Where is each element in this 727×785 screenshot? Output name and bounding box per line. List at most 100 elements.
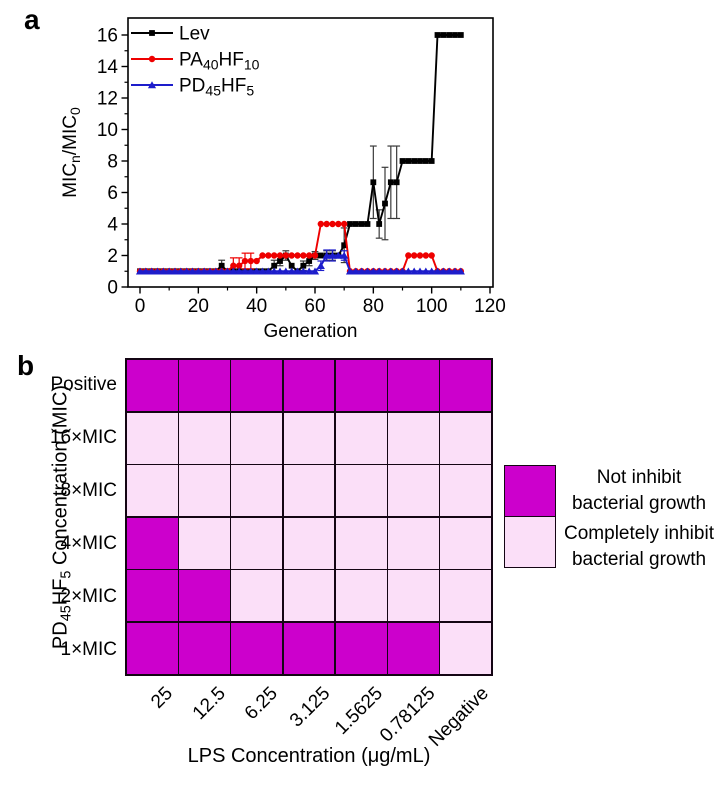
row-label-5: 1×MIC xyxy=(60,638,118,660)
data-point xyxy=(306,258,313,264)
heatmap-cell-r1c2 xyxy=(231,412,283,464)
panel-a-label: a xyxy=(24,4,40,35)
data-point xyxy=(271,262,278,269)
data-point xyxy=(380,267,390,275)
data-point xyxy=(230,262,237,269)
data-point xyxy=(316,261,325,269)
legend-entry-1: PA40HF10 xyxy=(131,50,260,73)
data-point xyxy=(428,252,435,259)
data-point xyxy=(147,267,156,275)
data-point xyxy=(141,267,150,275)
col-label-3: 3.125 xyxy=(286,683,335,732)
heatmap-cell-r2c4 xyxy=(335,465,387,517)
data-point xyxy=(264,267,273,275)
data-point xyxy=(411,158,418,164)
data-point xyxy=(358,221,365,227)
data-point xyxy=(265,252,272,259)
data-point xyxy=(311,252,319,259)
data-point xyxy=(334,251,343,259)
heatmap-cell-r5c3 xyxy=(283,622,335,674)
data-point xyxy=(422,158,429,164)
data-point xyxy=(398,267,407,275)
data-point xyxy=(370,179,377,186)
data-point xyxy=(235,267,244,275)
series-line xyxy=(140,223,461,273)
legend-marker xyxy=(149,30,155,36)
heatmap-cell-r0c6 xyxy=(440,360,491,412)
data-point xyxy=(159,267,168,275)
data-point xyxy=(287,267,296,275)
legend-marker xyxy=(148,55,156,63)
y-tick-label: 16 xyxy=(97,26,118,47)
col-label-1: 12.5 xyxy=(188,683,230,725)
data-point xyxy=(363,267,372,275)
data-point xyxy=(223,267,232,275)
heatmap-cell-r4c3 xyxy=(283,570,335,622)
legend-label: PD45HF5 xyxy=(179,76,254,99)
data-point xyxy=(176,267,185,275)
heatmap-cell-r2c3 xyxy=(283,465,335,517)
data-point xyxy=(456,267,465,275)
data-point xyxy=(345,267,355,275)
data-point xyxy=(170,267,180,275)
data-point xyxy=(375,267,384,275)
heatmap-cell-r4c1 xyxy=(179,570,230,622)
data-point xyxy=(305,252,313,259)
data-point xyxy=(335,220,342,228)
data-point xyxy=(340,251,349,259)
data-point xyxy=(410,252,418,259)
heatmap-cell-r0c5 xyxy=(388,360,439,412)
heatmap-cell-r2c5 xyxy=(388,465,439,517)
data-point xyxy=(352,221,359,227)
data-point xyxy=(427,267,436,275)
x-tick-label: 100 xyxy=(416,296,448,317)
data-point xyxy=(369,267,378,275)
data-point xyxy=(405,252,412,259)
row-label-1: 16×MIC xyxy=(49,426,117,448)
row-label-3: 4×MIC xyxy=(60,532,118,554)
data-point xyxy=(205,267,215,275)
data-point xyxy=(194,267,203,275)
heatmap-cell-r3c3 xyxy=(283,517,335,569)
data-point xyxy=(364,221,371,227)
heatmap-cell-r3c5 xyxy=(388,517,439,569)
legend-label: Lev xyxy=(179,24,210,45)
data-point xyxy=(270,267,279,275)
data-point xyxy=(351,267,360,275)
series-2 xyxy=(135,249,465,275)
data-point xyxy=(428,158,435,164)
legend-swatch-off xyxy=(504,515,556,568)
heatmap-cell-r5c2 xyxy=(231,622,283,674)
checkerboard-heatmap xyxy=(125,358,493,676)
heatmap-cell-r4c6 xyxy=(440,570,491,622)
data-point xyxy=(387,179,394,186)
heatmap-cell-r2c6 xyxy=(440,465,491,517)
data-point xyxy=(340,220,348,228)
heatmap-cell-r2c1 xyxy=(179,465,230,517)
y-tick-label: 2 xyxy=(107,246,118,267)
data-point xyxy=(404,267,413,275)
x-axis-title: Generation xyxy=(263,321,357,342)
heatmap-y-axis-title: PD45HF5 Concentration (MIC) xyxy=(49,384,75,650)
data-point xyxy=(259,252,266,259)
row-label-4: 2×MIC xyxy=(60,585,118,607)
y-tick-label: 14 xyxy=(97,57,119,78)
heatmap-cell-r5c5 xyxy=(388,622,439,674)
data-point xyxy=(328,251,337,259)
y-tick-label: 4 xyxy=(107,215,118,236)
data-point xyxy=(422,252,430,259)
heatmap-cell-r1c1 xyxy=(179,412,230,464)
y-tick-label: 6 xyxy=(107,183,118,204)
data-point xyxy=(135,267,145,275)
data-point xyxy=(416,252,424,259)
data-point xyxy=(405,158,412,164)
heatmap-cell-r0c4 xyxy=(335,360,387,412)
y-tick-label: 10 xyxy=(97,120,118,141)
data-point xyxy=(241,257,249,265)
heatmap-cell-r4c5 xyxy=(388,570,439,622)
heatmap-cell-r1c3 xyxy=(283,412,335,464)
y-axis-title: MICn/MIC0 xyxy=(60,107,83,198)
mic-generation-line-chart: 0 20 40 60 80 100 120 0 2 4 6 8 10 12 14 16 Generation MI… xyxy=(60,17,506,342)
x-tick-label: 120 xyxy=(474,296,506,317)
